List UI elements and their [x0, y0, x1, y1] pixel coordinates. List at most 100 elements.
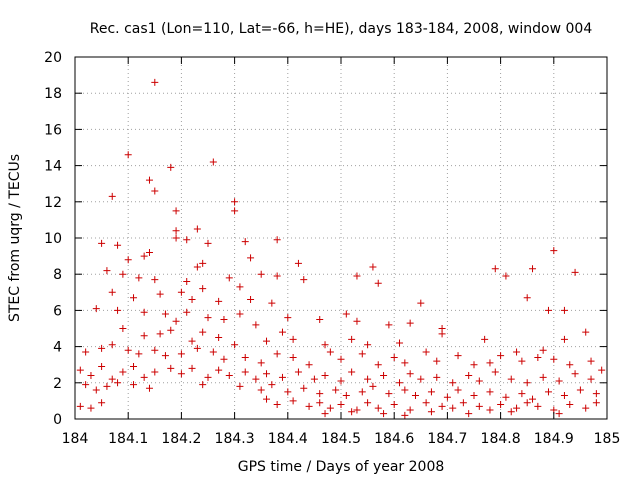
data-point [427, 408, 435, 416]
data-point [305, 402, 313, 410]
data-point [422, 348, 430, 356]
data-point [135, 350, 143, 358]
data-point [135, 274, 143, 282]
data-point [225, 274, 233, 282]
data-point [188, 364, 196, 372]
data-point [145, 176, 153, 184]
data-point [241, 353, 249, 361]
data-point [470, 391, 478, 399]
data-point [130, 381, 138, 389]
data-point [438, 402, 446, 410]
data-point [188, 337, 196, 345]
y-tick-label: 16 [44, 122, 62, 138]
data-point [92, 386, 100, 394]
data-point [289, 397, 297, 405]
x-tick-label: 184.1 [108, 431, 148, 447]
data-point [321, 410, 329, 418]
data-point [544, 388, 552, 396]
grid [75, 57, 607, 419]
data-point [294, 259, 302, 267]
data-point [316, 399, 324, 407]
data-point [167, 163, 175, 171]
data-point [220, 315, 228, 323]
data-point [369, 263, 377, 271]
data-point [156, 290, 164, 298]
data-point [566, 401, 574, 409]
data-point [433, 357, 441, 365]
data-point [108, 341, 116, 349]
data-point [215, 366, 223, 374]
y-tick-label: 20 [44, 50, 62, 66]
data-point [103, 382, 111, 390]
data-point [518, 357, 526, 365]
y-axis-label: STEC from uqrg / TECUs [7, 154, 23, 322]
data-point [342, 391, 350, 399]
data-point [199, 381, 207, 389]
data-point [507, 375, 515, 383]
data-point [156, 330, 164, 338]
data-point [374, 361, 382, 369]
data-point [289, 353, 297, 361]
x-tick-labels: 184 184.1 184.2 184.3 184.4 184.5 184.6 184.7 18… [62, 431, 621, 447]
axis-ticks [74, 56, 608, 420]
data-point [342, 310, 350, 318]
data-point [294, 368, 302, 376]
data-point [491, 368, 499, 376]
data-point [145, 248, 153, 256]
data-point [209, 158, 217, 166]
data-point [114, 241, 122, 249]
data-point [257, 270, 265, 278]
x-tick-label: 184 [62, 431, 89, 447]
data-point [92, 305, 100, 313]
data-point [268, 299, 276, 307]
data-point [523, 294, 531, 302]
data-point [263, 337, 271, 345]
data-point [539, 373, 547, 381]
data-point [459, 399, 467, 407]
data-point [582, 404, 590, 412]
data-point [401, 411, 409, 419]
data-point [215, 297, 223, 305]
data-point [491, 265, 499, 273]
data-point [374, 404, 382, 412]
data-point [231, 198, 239, 206]
y-tick-label: 0 [53, 412, 62, 428]
data-point [284, 314, 292, 322]
data-point [544, 306, 552, 314]
data-point [316, 390, 324, 398]
data-point [183, 277, 191, 285]
data-point [364, 375, 372, 383]
y-tick-label: 4 [53, 340, 62, 356]
data-point [257, 359, 265, 367]
data-point [507, 408, 515, 416]
data-point [252, 375, 260, 383]
data-point [513, 404, 521, 412]
y-tick-label: 2 [53, 376, 62, 392]
data-point [513, 348, 521, 356]
data-point [454, 352, 462, 360]
data-point [161, 310, 169, 318]
data-point [518, 390, 526, 398]
data-point [263, 370, 271, 378]
data-point [98, 344, 106, 352]
data-point [273, 236, 281, 244]
data-point [380, 372, 388, 380]
data-point [140, 308, 148, 316]
data-point [140, 332, 148, 340]
data-point [108, 375, 116, 383]
data-point [161, 352, 169, 360]
y-tick-label: 14 [44, 159, 62, 175]
data-point [145, 384, 153, 392]
data-point [188, 296, 196, 304]
data-point [225, 372, 233, 380]
data-point [140, 252, 148, 260]
data-point [592, 399, 600, 407]
data-point [337, 377, 345, 385]
data-point [193, 263, 201, 271]
data-point [364, 341, 372, 349]
y-tick-label: 18 [44, 86, 62, 102]
data-point [486, 406, 494, 414]
data-point [401, 386, 409, 394]
data-point [438, 330, 446, 338]
